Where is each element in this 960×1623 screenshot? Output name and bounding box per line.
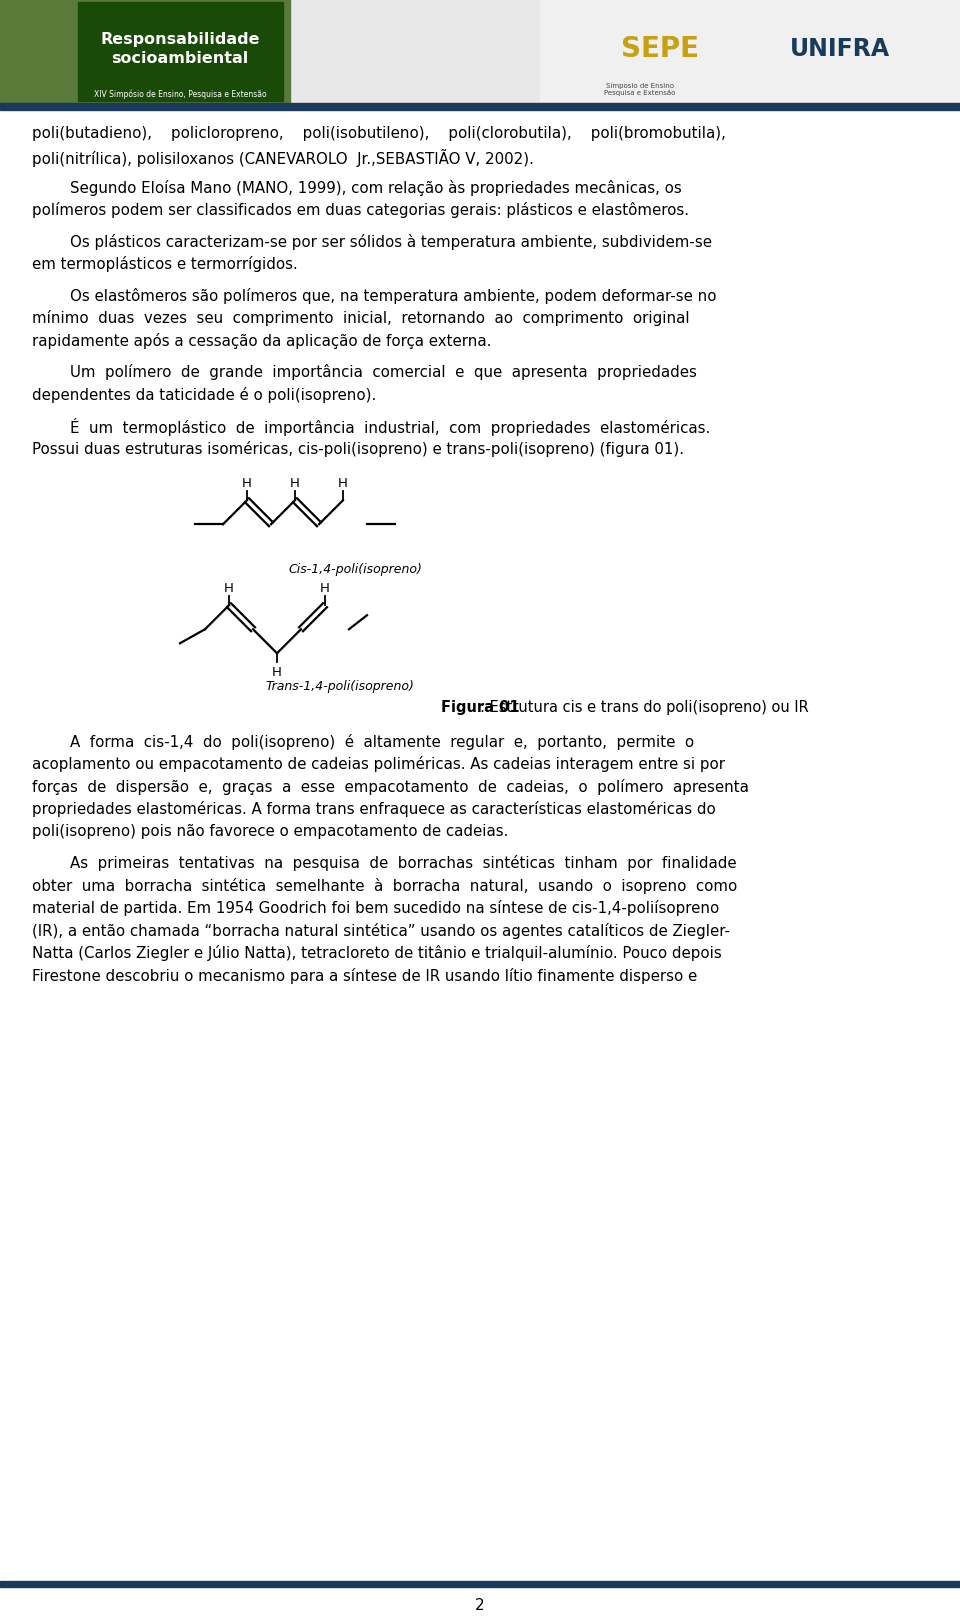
Text: Um  polímero  de  grande  importância  comercial  e  que  apresenta  propriedade: Um polímero de grande importância comerc… bbox=[32, 364, 697, 380]
Text: propriedades elastoméricas. A forma trans enfraquece as características elastomé: propriedades elastoméricas. A forma tran… bbox=[32, 802, 716, 816]
Text: material de partida. Em 1954 Goodrich foi bem sucedido na síntese de cis-1,4-pol: material de partida. Em 1954 Goodrich fo… bbox=[32, 899, 719, 915]
Text: rapidamente após a cessação da aplicação de força externa.: rapidamente após a cessação da aplicação… bbox=[32, 333, 492, 349]
Text: H: H bbox=[338, 477, 348, 490]
Bar bbox=[0, 0, 290, 105]
Text: H: H bbox=[224, 581, 234, 594]
Text: SEPE: SEPE bbox=[621, 36, 699, 63]
Text: (IR), a então chamada “borracha natural sintética” usando os agentes catalíticos: (IR), a então chamada “borracha natural … bbox=[32, 922, 730, 938]
Text: mínimo  duas  vezes  seu  comprimento  inicial,  retornando  ao  comprimento  or: mínimo duas vezes seu comprimento inicia… bbox=[32, 310, 689, 326]
Text: H: H bbox=[272, 665, 282, 678]
Text: A  forma  cis-1,4  do  poli(isopreno)  é  altamente  regular  e,  portanto,  per: A forma cis-1,4 do poli(isopreno) é alta… bbox=[32, 734, 694, 750]
Text: Os plásticos caracterizam-se por ser sólidos à temperatura ambiente, subdividem-: Os plásticos caracterizam-se por ser sól… bbox=[32, 234, 712, 250]
Text: : Estrutura cis e trans do poli(isopreno) ou IR: : Estrutura cis e trans do poli(isopreno… bbox=[480, 700, 808, 714]
Text: poli(isopreno) pois não favorece o empacotamento de cadeias.: poli(isopreno) pois não favorece o empac… bbox=[32, 823, 509, 839]
Text: poli(nitrílica), polisiloxanos (CANEVAROLO  Jr.,SEBASTIÃO V, 2002).: poli(nitrílica), polisiloxanos (CANEVARO… bbox=[32, 148, 534, 167]
Text: H: H bbox=[290, 477, 300, 490]
Text: poli(butadieno),    policloropreno,    poli(isobutileno),    poli(clorobutila), : poli(butadieno), policloropreno, poli(is… bbox=[32, 127, 726, 141]
Text: Trans-1,4-poli(isopreno): Trans-1,4-poli(isopreno) bbox=[266, 680, 415, 693]
Text: 2: 2 bbox=[475, 1597, 485, 1613]
Text: É  um  termoplástico  de  importância  industrial,  com  propriedades  elastomér: É um termoplástico de importância indust… bbox=[32, 419, 710, 437]
Bar bbox=[78, 3, 283, 102]
Text: dependentes da taticidade é o poli(isopreno).: dependentes da taticidade é o poli(isopr… bbox=[32, 386, 376, 403]
Text: UNIFRA: UNIFRA bbox=[790, 37, 890, 62]
Text: forças  de  dispersão  e,  graças  a  esse  empacotamento  de  cadeias,  o  polí: forças de dispersão e, graças a esse emp… bbox=[32, 779, 749, 795]
Text: As  primeiras  tentativas  na  pesquisa  de  borrachas  sintéticas  tinham  por : As primeiras tentativas na pesquisa de b… bbox=[32, 855, 736, 872]
Text: obter  uma  borracha  sintética  semelhante  à  borracha  natural,  usando  o  i: obter uma borracha sintética semelhante … bbox=[32, 878, 737, 893]
Bar bbox=[0, 1581, 960, 1587]
Text: Símposio de Ensino
Pesquisa e Extensão: Símposio de Ensino Pesquisa e Extensão bbox=[604, 83, 676, 96]
Text: Segundo Eloísa Mano (MANO, 1999), com relação às propriedades mecânicas, os: Segundo Eloísa Mano (MANO, 1999), com re… bbox=[32, 180, 682, 196]
Text: em termoplásticos e termorrígidos.: em termoplásticos e termorrígidos. bbox=[32, 256, 298, 273]
Text: acoplamento ou empacotamento de cadeias poliméricas. As cadeias interagem entre : acoplamento ou empacotamento de cadeias … bbox=[32, 756, 725, 773]
Text: Natta (Carlos Ziegler e Júlio Natta), tetracloreto de titânio e trialquil-alumín: Natta (Carlos Ziegler e Júlio Natta), te… bbox=[32, 945, 722, 961]
Text: XIV Simpósio de Ensino, Pesquisa e Extensão: XIV Simpósio de Ensino, Pesquisa e Exten… bbox=[94, 89, 266, 99]
Text: Possui duas estruturas isoméricas, cis-poli(isopreno) e trans-poli(isopreno) (fi: Possui duas estruturas isoméricas, cis-p… bbox=[32, 441, 684, 456]
Bar bbox=[540, 0, 960, 105]
Text: Firestone descobriu o mecanismo para a síntese de IR usando lítio finamente disp: Firestone descobriu o mecanismo para a s… bbox=[32, 967, 697, 984]
Text: Figura 01: Figura 01 bbox=[441, 700, 519, 714]
Text: Cis-1,4-poli(isopreno): Cis-1,4-poli(isopreno) bbox=[288, 563, 422, 576]
Text: H: H bbox=[320, 581, 330, 594]
Text: Responsabilidade
socioambiental: Responsabilidade socioambiental bbox=[100, 32, 260, 67]
Bar bbox=[0, 0, 960, 105]
Text: Os elastômeros são polímeros que, na temperatura ambiente, podem deformar-se no: Os elastômeros são polímeros que, na tem… bbox=[32, 287, 716, 304]
Text: polímeros podem ser classificados em duas categorias gerais: plásticos e elastôm: polímeros podem ser classificados em dua… bbox=[32, 203, 689, 219]
Bar bbox=[0, 104, 960, 110]
Text: H: H bbox=[242, 477, 252, 490]
